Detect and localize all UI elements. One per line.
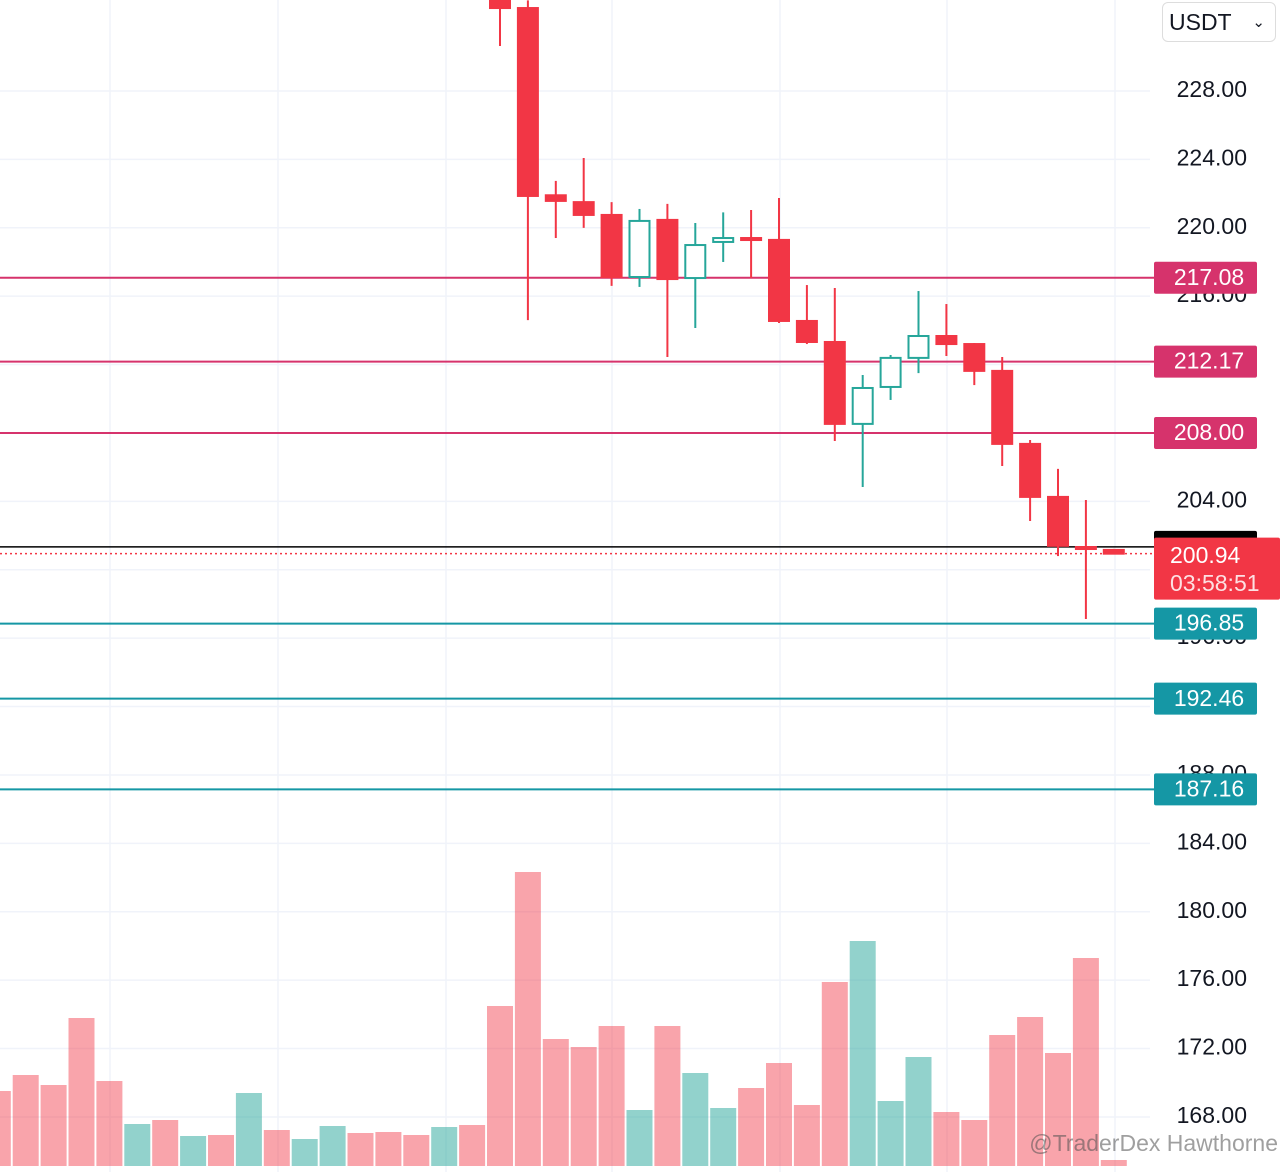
last-price-box [1154, 537, 1280, 600]
volume-bar [96, 1081, 123, 1166]
candle-body [1102, 548, 1125, 555]
currency-label: USDT [1169, 8, 1232, 35]
candle-body [935, 335, 958, 346]
level-label: 192.46 [1174, 685, 1244, 711]
volume-bar [0, 1091, 11, 1166]
level-box [1154, 261, 1257, 294]
volume-bar [849, 941, 876, 1166]
y-tick-label: 172.00 [1177, 1034, 1247, 1060]
y-tick-label: 168.00 [1177, 1102, 1247, 1128]
volume-bar [961, 1120, 988, 1166]
volume-bar [905, 1057, 932, 1166]
volume-bar [40, 1085, 67, 1166]
level-box [1154, 416, 1257, 449]
volume-bar [347, 1133, 374, 1166]
y-tick-label: 176.00 [1177, 965, 1247, 991]
volume-bar [766, 1063, 792, 1166]
candle-body [712, 237, 735, 243]
volume-bar [738, 1088, 765, 1166]
countdown-label: 03:58:51 [1170, 570, 1260, 596]
candle-body [879, 356, 902, 388]
volume-bar [542, 1039, 569, 1166]
volume-bar [682, 1073, 709, 1166]
candle-body [1047, 495, 1069, 547]
candle-body [795, 319, 818, 343]
volume-bar [710, 1108, 737, 1166]
volume-bar [1045, 1053, 1071, 1166]
level-box [1154, 682, 1257, 715]
level-box [1154, 773, 1257, 806]
level-box [1154, 607, 1257, 640]
candle-body [851, 386, 874, 425]
candle-body [823, 340, 846, 425]
volume-bar [180, 1136, 207, 1166]
candle-body [572, 201, 595, 216]
volume-bar [877, 1101, 904, 1166]
volume-bar [152, 1120, 179, 1166]
volume-bar [319, 1126, 346, 1166]
y-tick-label: 204.00 [1177, 486, 1247, 512]
level-label: 208.00 [1174, 419, 1244, 445]
candle-body [600, 213, 623, 279]
volume-bar [403, 1135, 430, 1166]
volume-bar [989, 1035, 1016, 1166]
volume-bar [12, 1075, 39, 1166]
volume-bar [1017, 1017, 1044, 1166]
volume-bar [933, 1112, 960, 1166]
level-label: 187.16 [1174, 775, 1244, 801]
y-tick-label: 228.00 [1177, 76, 1247, 102]
candle-body [907, 335, 930, 359]
volume-bar [654, 1026, 681, 1166]
volume-bar [570, 1047, 597, 1166]
currency-selector[interactable]: USDT ⌄ [1162, 2, 1276, 42]
volume-bar [793, 1105, 820, 1166]
candle-body [768, 238, 790, 322]
candle-body [1074, 546, 1097, 551]
candle-body [991, 369, 1014, 445]
candle-body [684, 244, 707, 280]
candle-body [544, 194, 567, 202]
volume-bar [487, 1006, 513, 1166]
candle-body [740, 237, 763, 242]
volume-bar [375, 1132, 402, 1166]
volume-bar [1072, 958, 1099, 1166]
volume-bar [68, 1018, 95, 1166]
candle-body [489, 0, 511, 10]
y-tick-label: 180.00 [1177, 897, 1247, 923]
dropdown-caret: ⌄ [1252, 14, 1265, 31]
watermark: @TraderDex Hawthorne [1029, 1130, 1278, 1156]
candle-body [656, 218, 679, 281]
level-label: 212.17 [1174, 348, 1244, 374]
candle-body [963, 343, 986, 372]
candle-body [1019, 442, 1042, 498]
volume-bar [1100, 1160, 1127, 1166]
volume-bar [514, 872, 541, 1166]
volume-bar [291, 1139, 318, 1166]
volume-bar [598, 1026, 625, 1166]
volume-bar [124, 1124, 151, 1166]
volume-bar [626, 1110, 653, 1166]
y-tick-label: 220.00 [1177, 213, 1247, 239]
volume-bar [263, 1130, 290, 1166]
level-label: 196.85 [1174, 610, 1244, 636]
y-tick-label: 184.00 [1177, 828, 1247, 854]
volume-bar [459, 1125, 486, 1166]
level-box [1154, 345, 1257, 378]
volume-bar [208, 1135, 234, 1166]
candle-body [628, 219, 651, 279]
volume-bar [431, 1127, 458, 1166]
volume-bar [821, 982, 848, 1166]
last-price-label: 200.94 [1170, 542, 1241, 568]
candle-body [516, 7, 539, 197]
volume-bar [235, 1093, 262, 1166]
level-label: 217.08 [1174, 264, 1244, 290]
y-tick-label: 224.00 [1177, 144, 1247, 170]
